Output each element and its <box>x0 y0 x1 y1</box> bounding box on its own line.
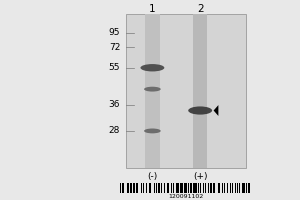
Bar <box>216 183 217 193</box>
Bar <box>239 183 240 193</box>
Text: 72: 72 <box>109 43 120 52</box>
Bar <box>242 183 244 193</box>
Bar <box>188 183 189 193</box>
Bar <box>248 183 250 193</box>
Bar <box>193 183 195 193</box>
Bar <box>143 183 144 193</box>
Bar <box>158 183 160 193</box>
Bar <box>136 183 138 193</box>
Bar <box>152 183 153 193</box>
Bar <box>210 183 212 193</box>
Text: 55: 55 <box>109 63 120 72</box>
Bar <box>122 183 124 193</box>
Text: 36: 36 <box>109 100 120 109</box>
Bar <box>146 183 147 193</box>
Bar <box>205 183 206 193</box>
Bar <box>222 183 223 193</box>
Bar <box>218 183 220 193</box>
Bar <box>133 183 135 193</box>
Ellipse shape <box>144 87 161 92</box>
Bar <box>224 183 225 193</box>
Bar <box>232 183 233 193</box>
Bar <box>203 183 204 193</box>
Text: 2: 2 <box>197 4 203 14</box>
Bar <box>173 183 174 193</box>
Text: 120091102: 120091102 <box>168 194 203 199</box>
Bar <box>139 183 140 193</box>
Ellipse shape <box>144 129 161 133</box>
Bar <box>154 183 155 193</box>
Bar <box>202 183 203 193</box>
Bar <box>164 183 165 193</box>
Bar <box>130 183 132 193</box>
Bar <box>184 183 187 193</box>
Polygon shape <box>214 105 218 116</box>
Bar <box>127 183 129 193</box>
Text: (-): (-) <box>147 172 158 181</box>
Text: 1: 1 <box>149 4 156 14</box>
Bar <box>171 183 172 193</box>
Bar <box>200 183 201 193</box>
Bar <box>246 183 247 193</box>
Bar <box>180 183 181 193</box>
Ellipse shape <box>188 106 212 115</box>
Bar <box>145 14 160 168</box>
Bar <box>182 183 183 193</box>
Bar <box>193 14 207 168</box>
Bar <box>141 183 142 193</box>
Bar <box>176 183 179 193</box>
Text: 95: 95 <box>109 28 120 37</box>
Text: 28: 28 <box>109 126 120 135</box>
Bar <box>167 183 169 193</box>
Bar <box>213 183 215 193</box>
Ellipse shape <box>140 64 164 71</box>
Bar <box>126 14 246 168</box>
Text: (+): (+) <box>193 172 207 181</box>
Bar <box>230 183 231 193</box>
Bar <box>198 183 199 193</box>
Bar <box>149 183 151 193</box>
Bar <box>237 183 239 193</box>
Bar <box>156 183 157 193</box>
Bar <box>124 183 125 193</box>
Bar <box>196 183 197 193</box>
Bar <box>120 183 121 193</box>
Bar <box>161 183 162 193</box>
Bar <box>227 183 228 193</box>
Bar <box>190 183 192 193</box>
Bar <box>235 183 236 193</box>
